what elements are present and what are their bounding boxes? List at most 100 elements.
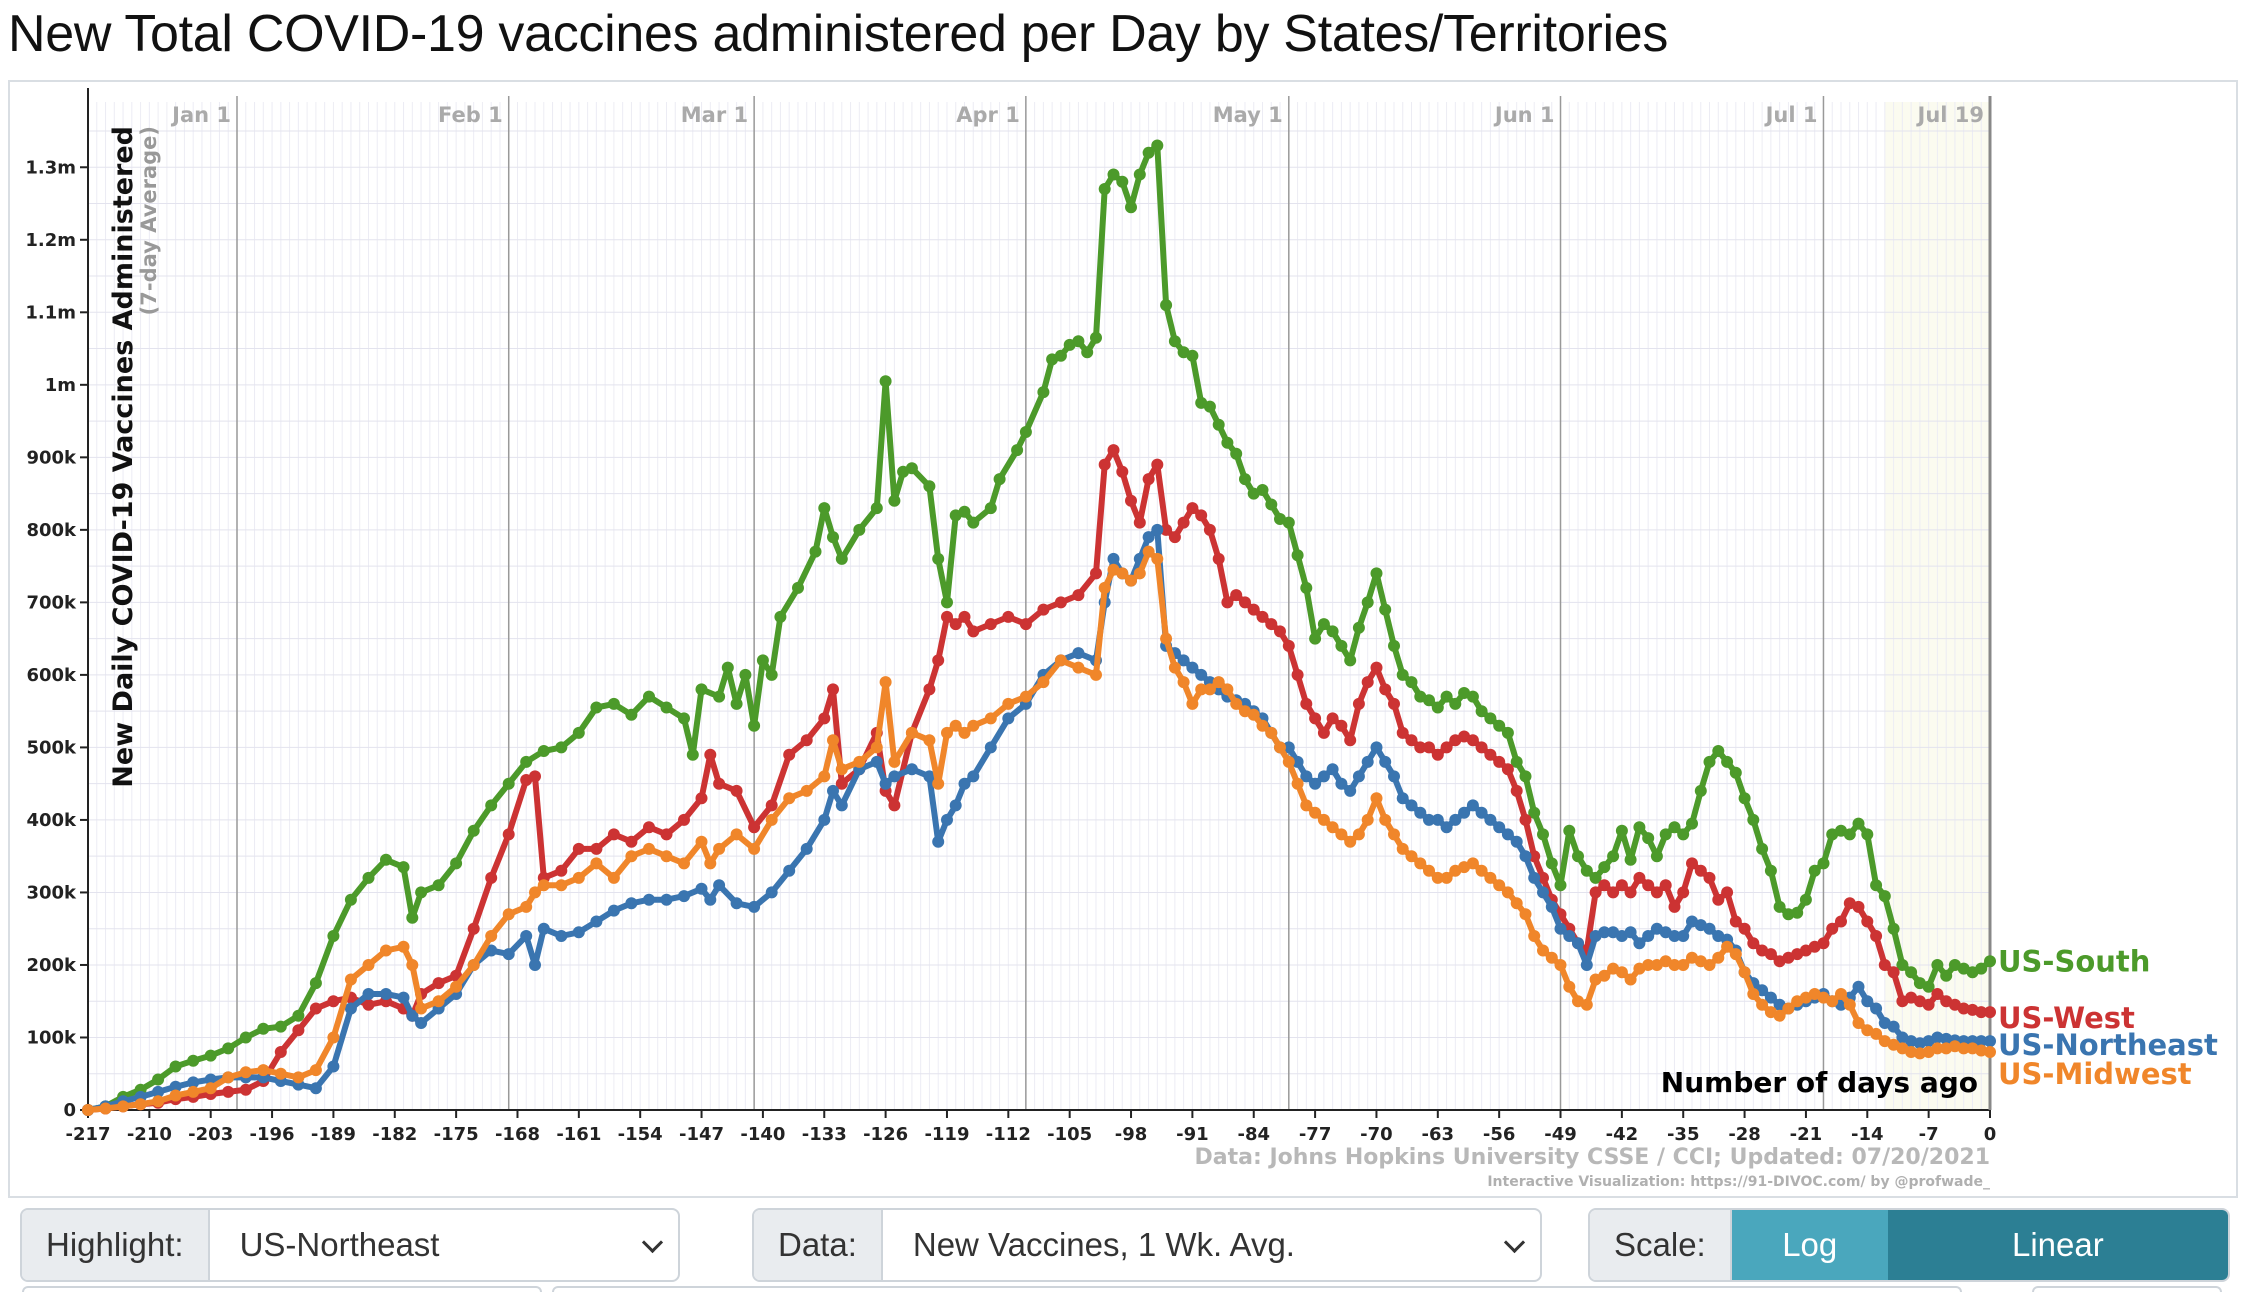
data-point [1668, 959, 1681, 971]
data-point [1151, 523, 1164, 536]
data-point [1703, 755, 1716, 768]
data-point [835, 799, 848, 812]
data-point [1335, 719, 1348, 732]
data-point [1677, 828, 1690, 841]
month-label: Mar 1 [681, 103, 748, 127]
data-point [958, 777, 971, 790]
data-point [1370, 567, 1383, 580]
data-point [344, 1002, 357, 1015]
data-point [1650, 850, 1663, 863]
data-point [739, 668, 752, 681]
data-point [1054, 596, 1067, 609]
data-point [1019, 426, 1032, 438]
data-point [380, 853, 392, 866]
labels-layer: Number of days ago Data: Johns Hopkins U… [108, 126, 2218, 1190]
data-point [1396, 726, 1409, 739]
data-point [1572, 937, 1584, 950]
data-point [362, 998, 375, 1011]
data-point [1475, 864, 1488, 877]
data-select[interactable]: New Vaccines, 1 Wk. Avg. [883, 1210, 1540, 1280]
data-point [1440, 741, 1453, 754]
data-point [853, 523, 866, 536]
data-point [984, 712, 997, 725]
month-label: Apr 1 [956, 103, 1020, 127]
data-point [818, 712, 831, 725]
data-point [643, 690, 655, 703]
data-point [1344, 835, 1357, 848]
x-tick-label: -35 [1667, 1124, 1700, 1145]
data-point [1466, 690, 1479, 703]
y-tick-label: 0 [63, 1100, 76, 1121]
data-point [327, 995, 340, 1008]
data-point [99, 1102, 112, 1115]
data-point [1282, 516, 1295, 529]
data-point [1133, 516, 1146, 529]
data-point [222, 1042, 235, 1055]
data-point [1440, 871, 1453, 884]
data-point [1168, 531, 1181, 544]
data-point [1352, 697, 1365, 710]
data-point [1887, 922, 1900, 935]
data-point [1335, 777, 1348, 790]
data-point [1528, 850, 1541, 863]
data-point [730, 697, 743, 710]
data-point [827, 531, 839, 544]
data-point [1607, 886, 1620, 899]
data-point [1431, 701, 1444, 714]
source-note: Data: Johns Hopkins University CSSE / CC… [1195, 1145, 1990, 1170]
data-point [204, 1049, 217, 1062]
x-tick-label: -49 [1544, 1124, 1577, 1145]
data-point [292, 1071, 305, 1084]
data-point [1125, 574, 1137, 587]
data-point [257, 1022, 270, 1035]
data-point [222, 1071, 235, 1084]
data-point [1642, 879, 1655, 892]
data-point [1326, 821, 1339, 834]
data-point [152, 1073, 165, 1086]
data-point [1291, 549, 1304, 562]
data-point [362, 959, 375, 971]
data-point [1729, 915, 1742, 928]
data-point [643, 821, 655, 834]
data-point [1624, 886, 1637, 899]
data-point [1440, 690, 1453, 703]
x-tick-label: 0 [1984, 1124, 1997, 1145]
scale-linear-button[interactable]: Linear [1887, 1210, 2228, 1280]
x-tick-label: -112 [986, 1124, 1031, 1145]
data-point [1554, 959, 1567, 971]
data-point [1125, 201, 1137, 214]
scale-log-button[interactable]: Log [1731, 1210, 1888, 1280]
data-point [397, 861, 410, 874]
x-tick-label: -147 [679, 1124, 724, 1145]
chevron-down-icon [641, 1231, 664, 1254]
data-point [257, 1064, 270, 1077]
data-point [1396, 792, 1409, 805]
highlight-select[interactable]: US-Northeast [210, 1210, 678, 1280]
data-point [1773, 1009, 1786, 1022]
data-point [1580, 998, 1593, 1011]
data-point [1528, 871, 1541, 884]
strip-segment [22, 1286, 542, 1292]
data-point [537, 879, 550, 892]
data-point [1598, 861, 1611, 874]
data-point [1309, 777, 1322, 790]
data-point [827, 784, 839, 797]
data-point [1773, 900, 1786, 913]
y-tick-label: 900k [26, 447, 77, 468]
data-point [1344, 654, 1357, 667]
data-point [1764, 864, 1777, 877]
y-axis-label: New Daily COVID-19 Vaccines Administered [108, 126, 139, 788]
data-point [1589, 871, 1602, 884]
data-point [327, 1031, 340, 1044]
x-tick-label: -84 [1237, 1124, 1270, 1145]
data-point [1905, 1046, 1918, 1058]
data-point [1878, 959, 1891, 971]
data-point [327, 1060, 340, 1073]
x-tick-label: -126 [863, 1124, 908, 1145]
data-point [1493, 879, 1506, 892]
data-point [958, 505, 971, 518]
data-point [1519, 850, 1532, 863]
data-point [1274, 741, 1286, 754]
data-point [1186, 502, 1199, 515]
credit-note: Interactive Visualization: https://91-DI… [1487, 1174, 1990, 1190]
